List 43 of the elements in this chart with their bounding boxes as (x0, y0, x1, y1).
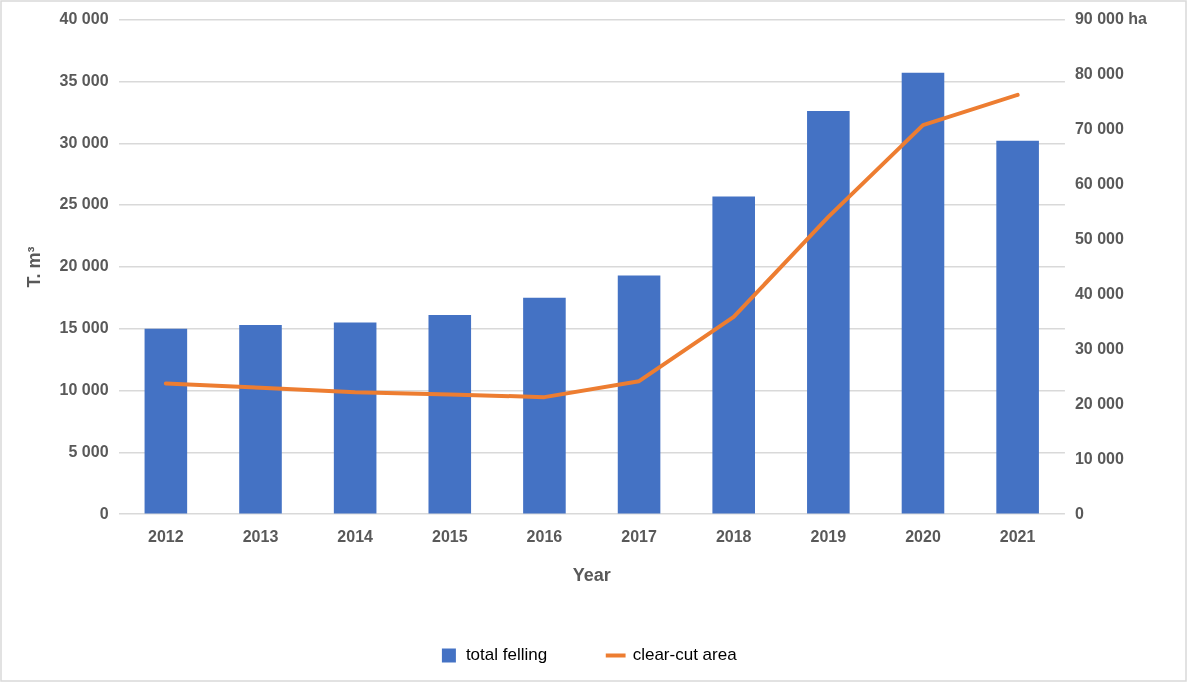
x-tick-label: 2019 (810, 528, 847, 546)
y2-tick-label: 90 000 ha (1074, 10, 1148, 28)
y-tick-label: 20 000 (59, 257, 109, 275)
y-tick-label: 40 000 (59, 10, 109, 28)
bar (807, 111, 850, 514)
x-tick-label: 2015 (431, 528, 468, 546)
x-tick-label: 2016 (526, 528, 563, 546)
y-tick-label: 0 (99, 504, 109, 522)
y-tick-label: 35 000 (59, 71, 109, 89)
y2-tick-label: 40 000 (1074, 284, 1124, 302)
x-tick-label: 2020 (905, 528, 941, 546)
bar (428, 315, 472, 514)
y2-tick-label: 20 000 (1074, 394, 1124, 412)
y-axis-title: T. m³ (23, 246, 44, 288)
bar (712, 196, 755, 514)
x-axis-title: Year (572, 565, 611, 586)
bar (144, 328, 188, 514)
y2-tick-label: 60 000 (1074, 174, 1124, 192)
y2-tick-label: 50 000 (1074, 229, 1124, 247)
bar (901, 72, 945, 514)
bar (239, 325, 282, 514)
y2-tick-label: 30 000 (1074, 339, 1124, 357)
y2-tick-label: 0 (1074, 504, 1084, 522)
y-tick-label: 10 000 (59, 380, 109, 398)
y-tick-label: 5 000 (68, 442, 109, 460)
bar (617, 275, 661, 514)
y-tick-label: 25 000 (59, 195, 109, 213)
x-tick-label: 2018 (715, 528, 752, 546)
x-tick-label: 2013 (242, 528, 279, 546)
y-tick-label: 30 000 (59, 133, 109, 151)
bar (996, 140, 1039, 514)
x-tick-label: 2021 (999, 528, 1036, 546)
y2-tick-label: 70 000 (1074, 119, 1124, 137)
x-tick-label: 2014 (337, 528, 374, 546)
y2-tick-label: 80 000 (1074, 64, 1124, 82)
x-tick-label: 2017 (621, 528, 657, 546)
legend-label: total felling (465, 645, 548, 665)
y2-tick-label: 10 000 (1074, 449, 1124, 467)
bar (333, 322, 377, 514)
x-tick-label: 2012 (148, 528, 184, 546)
legend-label: clear-cut area (632, 645, 738, 665)
y-tick-label: 15 000 (59, 319, 109, 337)
bar (523, 297, 566, 514)
